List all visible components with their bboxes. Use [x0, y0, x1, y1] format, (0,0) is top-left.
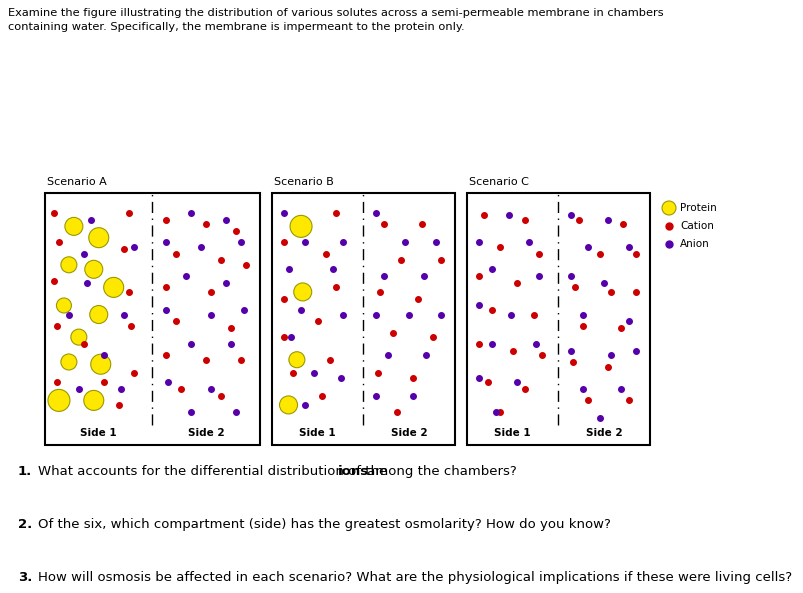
Text: Side 2: Side 2	[390, 428, 427, 438]
Circle shape	[48, 390, 70, 412]
Bar	[467, 193, 649, 445]
Text: Side 2: Side 2	[188, 428, 224, 438]
Circle shape	[290, 215, 312, 237]
Circle shape	[661, 201, 675, 215]
Text: Examine the figure illustrating the distribution of various solutes across a sem: Examine the figure illustrating the dist…	[8, 8, 662, 18]
Bar	[45, 193, 259, 445]
Text: Side 1: Side 1	[299, 428, 336, 438]
Text: Scenario B: Scenario B	[274, 177, 333, 187]
Circle shape	[84, 390, 104, 410]
Text: Anion: Anion	[679, 239, 709, 249]
Text: How will osmosis be affected in each scenario? What are the physiological implic: How will osmosis be affected in each sce…	[38, 571, 791, 584]
Text: Protein: Protein	[679, 203, 715, 213]
Text: What accounts for the differential distribution of the: What accounts for the differential distr…	[38, 465, 391, 478]
Circle shape	[61, 257, 77, 273]
Text: Scenario C: Scenario C	[468, 177, 528, 187]
Circle shape	[293, 283, 312, 301]
Circle shape	[56, 298, 71, 313]
Text: Scenario A: Scenario A	[47, 177, 107, 187]
Circle shape	[84, 260, 103, 278]
Circle shape	[61, 354, 77, 370]
Text: Of the six, which compartment (side) has the greatest osmolarity? How do you kno: Of the six, which compartment (side) has…	[38, 518, 610, 531]
Text: Side 1: Side 1	[494, 428, 531, 438]
Circle shape	[288, 352, 304, 368]
Text: Side 2: Side 2	[585, 428, 622, 438]
Text: Cation: Cation	[679, 221, 713, 231]
Circle shape	[90, 305, 108, 324]
Bar	[271, 193, 454, 445]
Text: containing water. Specifically, the membrane is impermeant to the protein only.: containing water. Specifically, the memb…	[8, 22, 464, 32]
Text: 2.: 2.	[18, 518, 32, 531]
Circle shape	[104, 278, 124, 298]
Text: ions: ions	[337, 465, 369, 478]
Circle shape	[71, 329, 87, 345]
Circle shape	[88, 228, 108, 248]
Text: among the chambers?: among the chambers?	[362, 465, 516, 478]
Text: 3.: 3.	[18, 571, 32, 584]
Text: Side 1: Side 1	[80, 428, 117, 438]
Circle shape	[91, 354, 111, 374]
Circle shape	[65, 218, 83, 235]
Text: 1.: 1.	[18, 465, 32, 478]
Circle shape	[279, 396, 297, 414]
